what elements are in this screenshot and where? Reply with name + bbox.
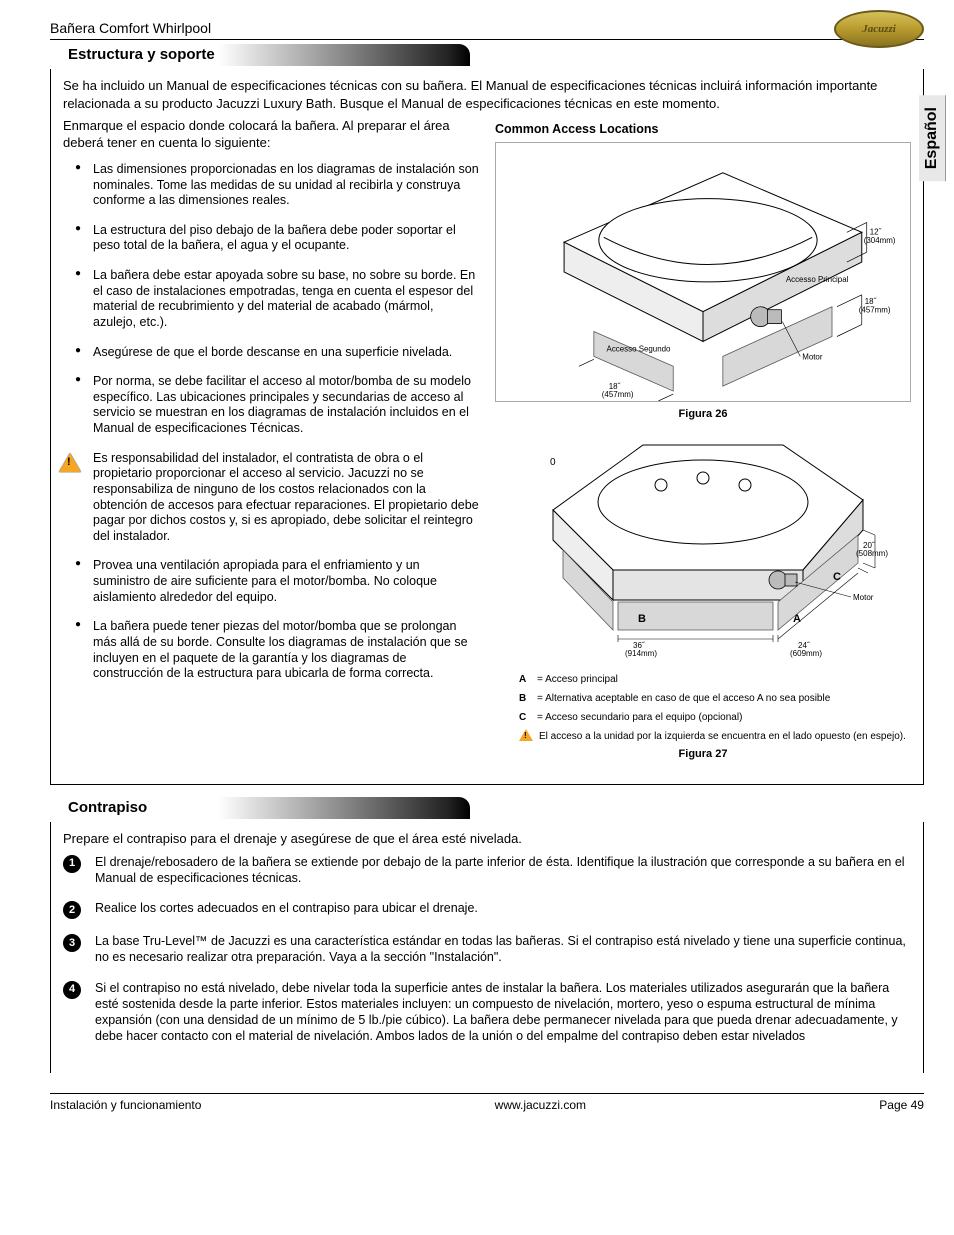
brand-logo: Jacuzzi bbox=[834, 10, 924, 48]
step-text: Realice los cortes adecuados en el contr… bbox=[95, 900, 911, 919]
figure-27: 0 A B C Motor 36˝ (914mm) 24˝ (609mm) 20… bbox=[495, 430, 911, 670]
list-item: 2 Realice los cortes adecuados en el cont… bbox=[63, 900, 911, 919]
access-label: Accesso Principal bbox=[786, 275, 849, 284]
legend-text: = Acceso principal bbox=[537, 672, 911, 687]
legend-key: B bbox=[519, 691, 531, 706]
motor-label: Motor bbox=[853, 593, 874, 602]
step-text: El drenaje/rebosadero de la bañera se ex… bbox=[95, 854, 911, 887]
language-tab: Español bbox=[919, 95, 946, 181]
footer-center: www.jacuzzi.com bbox=[495, 1098, 586, 1112]
section-content: Se ha incluido un Manual de especificaci… bbox=[50, 69, 924, 785]
warning-icon bbox=[59, 453, 81, 473]
figure-title: Common Access Locations bbox=[495, 122, 911, 136]
logo-badge: Jacuzzi bbox=[834, 10, 924, 48]
dim-label: 12˝ bbox=[870, 227, 883, 236]
section-title: Estructura y soporte bbox=[68, 46, 215, 63]
figure-27-legend: A = Acceso principal B = Alternativa ace… bbox=[495, 670, 911, 744]
section-subfloor: Contrapiso Prepare el contrapiso para el… bbox=[50, 797, 924, 1073]
step-number: 4 bbox=[63, 981, 81, 999]
page-footer: Instalación y funcionamiento www.jacuzzi… bbox=[50, 1093, 924, 1112]
dim-label: (609mm) bbox=[790, 649, 822, 658]
step-text: Si el contrapiso no está nivelado, debe … bbox=[95, 980, 911, 1045]
legend-key: A bbox=[519, 672, 531, 687]
section-intro: Se ha incluido un Manual de especificaci… bbox=[63, 77, 911, 112]
legend-key: C bbox=[519, 710, 531, 725]
list-item: 4 Si el contrapiso no está nivelado, debe… bbox=[63, 980, 911, 1045]
bullet-item: Las dimensiones proporcionadas en los di… bbox=[93, 162, 479, 209]
figure-caption: Figura 27 bbox=[495, 748, 911, 760]
access-label: Accesso Segundo bbox=[607, 344, 671, 353]
motor-label: Motor bbox=[802, 352, 823, 361]
section-content: Prepare el contrapiso para el drenaje y … bbox=[50, 822, 924, 1073]
dim-label: (508mm) bbox=[856, 549, 888, 558]
bullet-item: La bañera puede tener piezas del motor/b… bbox=[93, 619, 479, 682]
footer-left: Instalación y funcionamiento bbox=[50, 1098, 201, 1112]
dim-label: (457mm) bbox=[602, 390, 634, 399]
bullet-item: La bañera debe estar apoyada sobre su ba… bbox=[93, 268, 479, 331]
legend-row: C = Acceso secundario para el equipo (op… bbox=[519, 710, 911, 725]
label-B: B bbox=[638, 613, 646, 625]
step-text: La base Tru-Level™ de Jacuzzi es una car… bbox=[95, 933, 911, 966]
page-header: Bañera Comfort Whirlpool bbox=[50, 20, 924, 40]
bullet-item-warning: Es responsabilidad del instalador, el co… bbox=[93, 451, 479, 545]
figure-26: 12˝ (304mm) Accesso Principal 18˝ (457mm… bbox=[495, 142, 911, 402]
warning-text: Es responsabilidad del instalador, el co… bbox=[93, 451, 479, 543]
step-number: 1 bbox=[63, 855, 81, 873]
section-intro: Prepare el contrapiso para el drenaje y … bbox=[63, 830, 911, 848]
legend-warn-text: El acceso a la unidad por la izquierda s… bbox=[539, 729, 911, 744]
label-C: C bbox=[833, 571, 841, 583]
origin-label: 0 bbox=[550, 457, 556, 468]
bullet-item: Por norma, se debe facilitar el acceso a… bbox=[93, 374, 479, 437]
legend-row: B = Alternativa aceptable en caso de que… bbox=[519, 691, 911, 706]
dim-label: (457mm) bbox=[859, 306, 891, 315]
section-title: Contrapiso bbox=[68, 799, 147, 816]
figure-26-svg: 12˝ (304mm) Accesso Principal 18˝ (457mm… bbox=[496, 143, 910, 401]
dim-label: 18˝ bbox=[865, 297, 878, 306]
dim-label: (304mm) bbox=[864, 236, 896, 245]
sub-intro: Enmarque el espacio donde colocará la ba… bbox=[63, 118, 479, 152]
footer-right: Page 49 bbox=[879, 1098, 924, 1112]
legend-text: = Alternativa aceptable en caso de que e… bbox=[537, 691, 911, 706]
list-item: 1 El drenaje/rebosadero de la bañera se e… bbox=[63, 854, 911, 887]
bullet-item: Asegúrese de que el borde descanse en un… bbox=[93, 345, 479, 361]
bullet-list: Las dimensiones proporcionadas en los di… bbox=[63, 162, 479, 682]
bullet-item: Provea una ventilación apropiada para el… bbox=[93, 558, 479, 605]
step-number: 3 bbox=[63, 934, 81, 952]
numbered-list: 1 El drenaje/rebosadero de la bañera se e… bbox=[63, 854, 911, 1045]
section-framing: Estructura y soporte Se ha incluido un M… bbox=[50, 44, 924, 785]
list-item: 3 La base Tru-Level™ de Jacuzzi es una ca… bbox=[63, 933, 911, 966]
dim-label: (914mm) bbox=[625, 649, 657, 658]
legend-row-warning: El acceso a la unidad por la izquierda s… bbox=[519, 729, 911, 744]
step-number: 2 bbox=[63, 901, 81, 919]
bullet-item: La estructura del piso debajo de la bañe… bbox=[93, 223, 479, 254]
legend-text: = Acceso secundario para el equipo (opci… bbox=[537, 710, 911, 725]
figure-caption: Figura 26 bbox=[495, 408, 911, 420]
figure-27-svg: 0 A B C Motor 36˝ (914mm) 24˝ (609mm) 20… bbox=[495, 430, 911, 670]
legend-row: A = Acceso principal bbox=[519, 672, 911, 687]
warning-icon bbox=[519, 729, 533, 741]
section-title-bar: Contrapiso bbox=[50, 797, 470, 819]
section-title-bar: Estructura y soporte bbox=[50, 44, 470, 66]
